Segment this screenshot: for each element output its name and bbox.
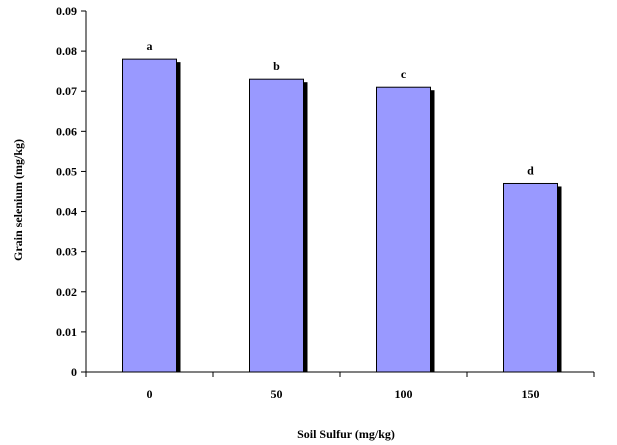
x-tick-label: 50 [271,387,283,401]
x-tick-label: 150 [522,387,540,401]
y-tick-label: 0.01 [56,325,77,339]
bar-100 [376,86,431,373]
significance-letter: c [401,67,407,81]
y-tick-label: 0.07 [56,84,77,98]
y-tick-label: 0 [71,365,77,379]
significance-letter: a [147,39,153,53]
x-axis-title: Soil Sulfur (mg/kg) [297,427,395,441]
y-tick-label: 0.05 [56,164,77,178]
y-axis-title: Grain selenium (mg/kg) [11,139,25,261]
y-tick-label: 0.02 [56,285,77,299]
y-tick-label: 0.04 [56,205,77,219]
x-tick-label: 100 [395,387,413,401]
bar-150 [503,182,558,373]
bar-50 [249,78,304,373]
bar-0 [122,58,177,373]
y-axis-ticks: 0 0.01 0.02 0.03 0.04 0.05 0.06 0.07 0.08 0.09 [56,4,86,379]
y-tick-label: 0.06 [56,124,77,138]
y-tick-label: 0.03 [56,245,77,259]
y-tick-label: 0.08 [56,44,77,58]
x-tick-label: 0 [147,387,153,401]
bars: a b c d [122,39,562,373]
significance-letter: b [273,59,280,73]
significance-letter: d [527,163,534,177]
x-axis-ticks: 0 50 100 150 [85,372,595,401]
y-tick-label: 0.09 [56,4,77,18]
